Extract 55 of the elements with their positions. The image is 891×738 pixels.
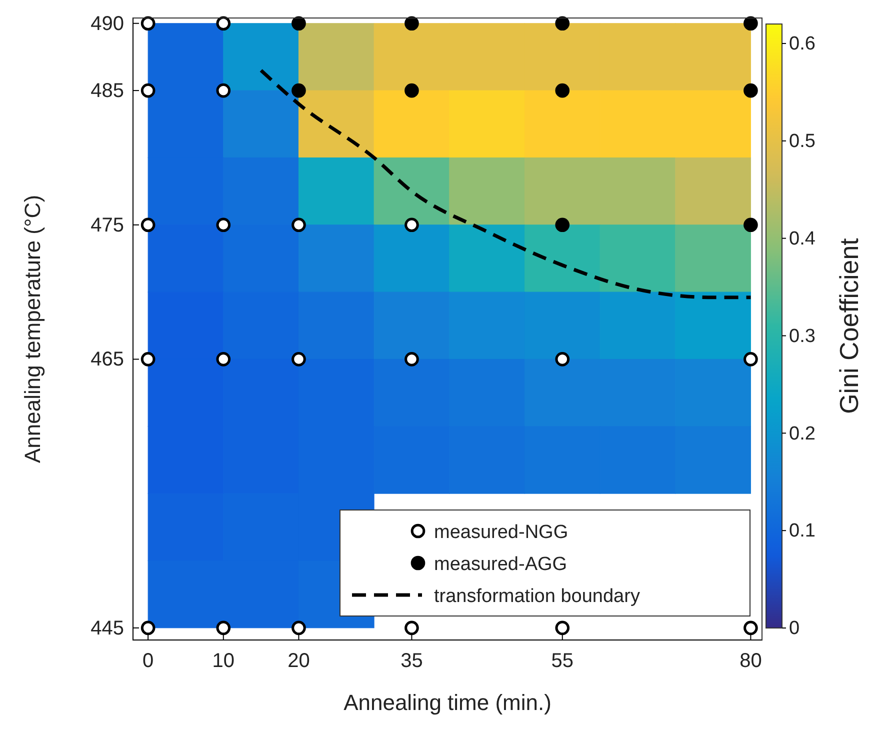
legend-label: transformation boundary bbox=[434, 586, 640, 607]
y-tick-label: 490 bbox=[90, 12, 124, 35]
point bbox=[140, 83, 156, 98]
point bbox=[744, 352, 758, 366]
point bbox=[404, 620, 419, 636]
point bbox=[555, 16, 570, 31]
point bbox=[216, 352, 231, 366]
color-bar-label: 0.5 bbox=[789, 130, 816, 152]
color-bar-title: Gini Coefficient bbox=[834, 237, 864, 414]
color-bar-label: 0 bbox=[789, 618, 800, 640]
y-tick-label: 445 bbox=[90, 617, 124, 640]
point bbox=[404, 83, 419, 98]
point bbox=[292, 16, 306, 31]
point bbox=[744, 16, 758, 31]
line-series bbox=[259, 68, 752, 300]
point bbox=[404, 16, 419, 31]
legend-label: measured-NGG bbox=[434, 522, 568, 543]
point bbox=[216, 620, 231, 636]
x-tick-label: 55 bbox=[551, 650, 574, 672]
point bbox=[216, 16, 231, 31]
color-bar-label: 0.1 bbox=[789, 520, 816, 542]
point bbox=[140, 16, 156, 31]
color-bar-label: 0.4 bbox=[789, 228, 816, 250]
point bbox=[216, 218, 231, 232]
point bbox=[292, 83, 306, 98]
point bbox=[744, 218, 758, 232]
point bbox=[292, 352, 306, 366]
point bbox=[140, 218, 156, 232]
point bbox=[555, 352, 570, 366]
x-tick-label: 0 bbox=[142, 650, 154, 672]
color-bar-label: 0.2 bbox=[789, 423, 816, 444]
x-tick-label: 20 bbox=[288, 650, 310, 672]
x-axis-title: Annealing time (min.) bbox=[344, 690, 552, 715]
color-bar-label: 0.6 bbox=[789, 34, 816, 55]
x-tick-label: 10 bbox=[212, 650, 235, 672]
point bbox=[555, 218, 570, 232]
x-tick-label: 35 bbox=[400, 650, 423, 672]
point bbox=[404, 218, 419, 232]
point bbox=[555, 620, 570, 636]
color-bar-label: 0.3 bbox=[789, 326, 816, 347]
y-tick-label: 465 bbox=[90, 348, 124, 371]
point bbox=[216, 83, 231, 98]
x-tick-label: 80 bbox=[740, 650, 762, 672]
point bbox=[140, 620, 156, 636]
legend-label: measured-AGG bbox=[434, 554, 568, 575]
point bbox=[555, 83, 570, 98]
y-axis-title: Annealing temperature (°C) bbox=[20, 194, 45, 464]
point bbox=[404, 352, 419, 366]
y-tick-label: 475 bbox=[90, 214, 124, 236]
y-tick-label: 485 bbox=[90, 80, 124, 102]
point bbox=[744, 83, 758, 98]
point bbox=[744, 620, 758, 636]
point bbox=[292, 620, 306, 636]
point bbox=[140, 352, 156, 366]
point bbox=[292, 218, 306, 232]
